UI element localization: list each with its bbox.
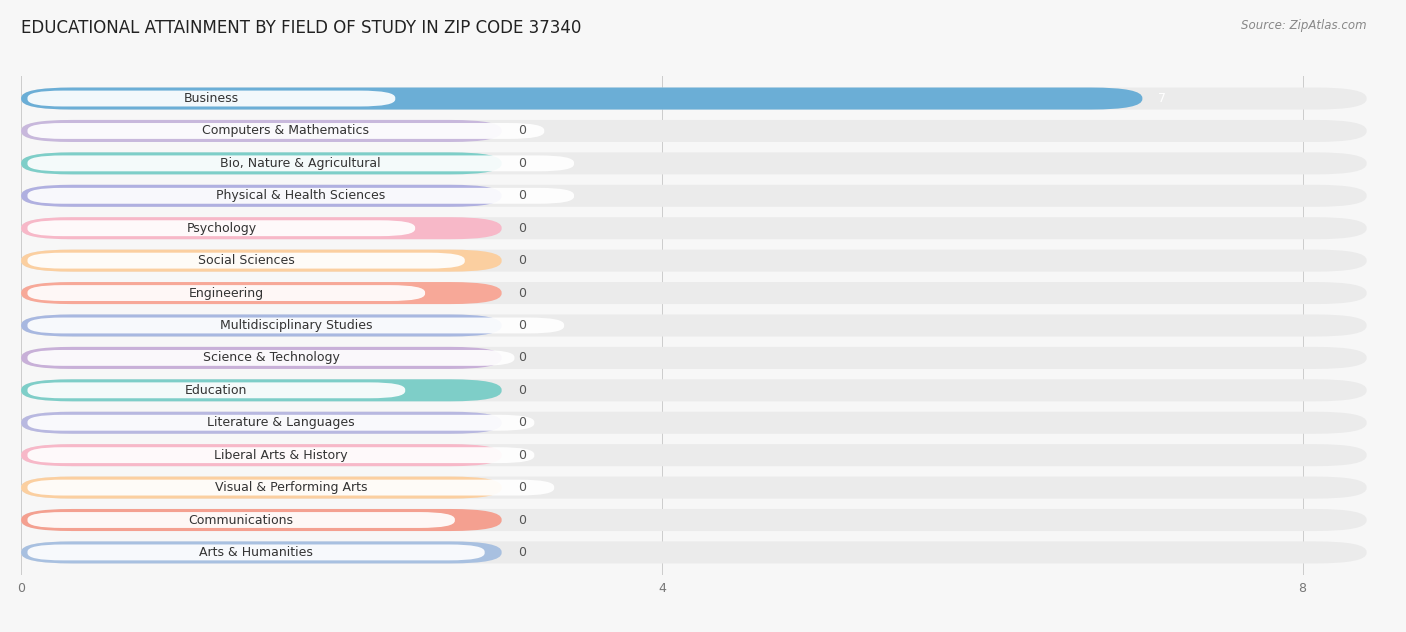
FancyBboxPatch shape (28, 253, 465, 269)
Text: Liberal Arts & History: Liberal Arts & History (214, 449, 347, 461)
Text: 0: 0 (517, 157, 526, 170)
Text: 0: 0 (517, 190, 526, 202)
Text: Psychology: Psychology (186, 222, 256, 234)
FancyBboxPatch shape (21, 120, 502, 142)
FancyBboxPatch shape (28, 480, 554, 495)
Text: Communications: Communications (188, 514, 294, 526)
Text: Science & Technology: Science & Technology (202, 351, 339, 365)
FancyBboxPatch shape (21, 87, 1367, 109)
FancyBboxPatch shape (21, 315, 502, 336)
Text: EDUCATIONAL ATTAINMENT BY FIELD OF STUDY IN ZIP CODE 37340: EDUCATIONAL ATTAINMENT BY FIELD OF STUDY… (21, 19, 582, 37)
FancyBboxPatch shape (28, 317, 564, 334)
FancyBboxPatch shape (28, 415, 534, 430)
FancyBboxPatch shape (28, 90, 395, 106)
FancyBboxPatch shape (21, 411, 502, 434)
FancyBboxPatch shape (21, 87, 1142, 109)
FancyBboxPatch shape (28, 155, 574, 171)
FancyBboxPatch shape (28, 447, 534, 463)
FancyBboxPatch shape (21, 315, 1367, 336)
Text: 0: 0 (517, 125, 526, 137)
Text: 0: 0 (517, 222, 526, 234)
Text: 0: 0 (517, 481, 526, 494)
FancyBboxPatch shape (28, 221, 415, 236)
FancyBboxPatch shape (28, 382, 405, 398)
FancyBboxPatch shape (21, 282, 502, 304)
FancyBboxPatch shape (21, 379, 502, 401)
FancyBboxPatch shape (21, 411, 1367, 434)
Text: 0: 0 (517, 319, 526, 332)
FancyBboxPatch shape (21, 379, 1367, 401)
FancyBboxPatch shape (28, 545, 485, 561)
FancyBboxPatch shape (21, 347, 1367, 369)
FancyBboxPatch shape (21, 120, 1367, 142)
FancyBboxPatch shape (21, 542, 502, 564)
FancyBboxPatch shape (21, 509, 1367, 531)
FancyBboxPatch shape (21, 509, 502, 531)
FancyBboxPatch shape (21, 152, 1367, 174)
Text: Multidisciplinary Studies: Multidisciplinary Studies (219, 319, 373, 332)
Text: Education: Education (186, 384, 247, 397)
Text: Engineering: Engineering (188, 286, 264, 300)
Text: Business: Business (184, 92, 239, 105)
FancyBboxPatch shape (28, 285, 425, 301)
FancyBboxPatch shape (28, 512, 456, 528)
FancyBboxPatch shape (21, 152, 502, 174)
Text: 7: 7 (1159, 92, 1167, 105)
FancyBboxPatch shape (21, 282, 1367, 304)
Text: 0: 0 (517, 449, 526, 461)
Text: Bio, Nature & Agricultural: Bio, Nature & Agricultural (221, 157, 381, 170)
Text: Physical & Health Sciences: Physical & Health Sciences (217, 190, 385, 202)
FancyBboxPatch shape (21, 185, 502, 207)
FancyBboxPatch shape (21, 250, 502, 272)
Text: 0: 0 (517, 384, 526, 397)
Text: Source: ZipAtlas.com: Source: ZipAtlas.com (1241, 19, 1367, 32)
FancyBboxPatch shape (21, 477, 502, 499)
Text: 0: 0 (517, 416, 526, 429)
FancyBboxPatch shape (28, 123, 544, 139)
FancyBboxPatch shape (21, 347, 502, 369)
Text: Computers & Mathematics: Computers & Mathematics (202, 125, 370, 137)
Text: 0: 0 (517, 286, 526, 300)
Text: Literature & Languages: Literature & Languages (207, 416, 354, 429)
FancyBboxPatch shape (21, 444, 502, 466)
FancyBboxPatch shape (21, 250, 1367, 272)
FancyBboxPatch shape (28, 350, 515, 366)
FancyBboxPatch shape (21, 477, 1367, 499)
FancyBboxPatch shape (21, 542, 1367, 564)
Text: Visual & Performing Arts: Visual & Performing Arts (215, 481, 367, 494)
Text: 0: 0 (517, 514, 526, 526)
Text: 0: 0 (517, 254, 526, 267)
FancyBboxPatch shape (28, 188, 574, 204)
FancyBboxPatch shape (21, 444, 1367, 466)
FancyBboxPatch shape (21, 217, 502, 240)
Text: 0: 0 (517, 546, 526, 559)
Text: Arts & Humanities: Arts & Humanities (200, 546, 314, 559)
Text: Social Sciences: Social Sciences (198, 254, 294, 267)
FancyBboxPatch shape (21, 185, 1367, 207)
FancyBboxPatch shape (21, 217, 1367, 240)
Text: 0: 0 (517, 351, 526, 365)
